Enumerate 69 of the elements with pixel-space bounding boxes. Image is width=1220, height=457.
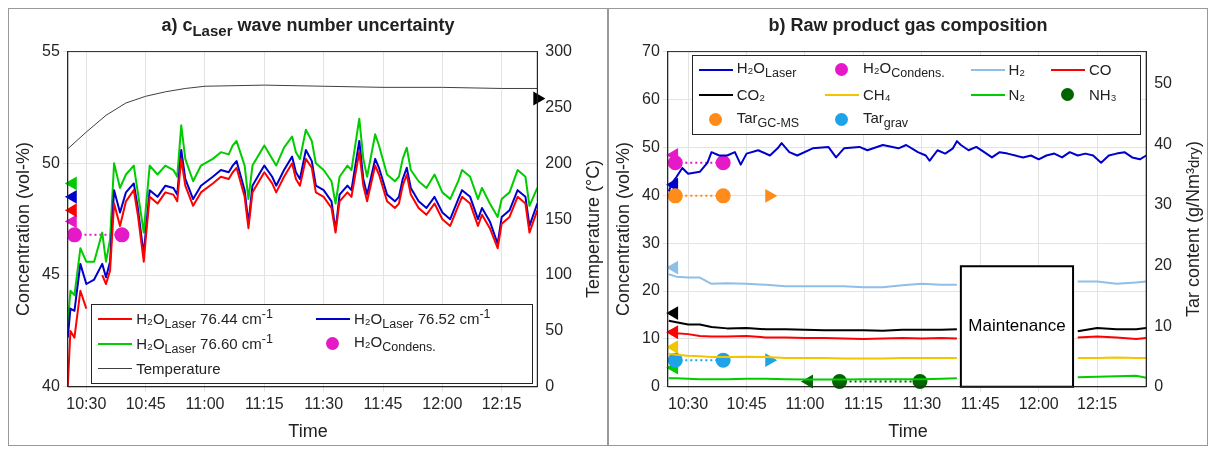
y-tick-label: 50 <box>42 153 60 171</box>
legend-label: CH₄ <box>862 86 891 104</box>
legend-label: N₂ <box>1008 86 1026 104</box>
y-tick-label: 40 <box>42 377 60 395</box>
chart-title: a) c$_{Laser}$ wave number uncertainty <box>160 14 456 39</box>
x-tick-label: 11:15 <box>244 394 284 412</box>
x-tick-label: 12:15 <box>481 394 522 412</box>
y2-tick-label: 10 <box>1154 316 1173 334</box>
point <box>667 306 679 320</box>
y-axis-title: Concentration (vol-%) <box>611 140 634 319</box>
y2-tick-label: 50 <box>545 321 564 339</box>
y-tick-label: 0 <box>650 377 660 395</box>
x-tick-label: 11:15 <box>843 394 883 412</box>
legend-label: H₂O$_{Condens.}$ <box>353 333 436 355</box>
band-label: Maintenance <box>968 316 1066 336</box>
x-axis-title: Time <box>287 420 329 443</box>
x-tick-label: 12:00 <box>1018 394 1059 412</box>
x-tick-label: 10:30 <box>668 394 709 412</box>
legend-label: Tar$_{GC-MS}$ <box>736 109 800 131</box>
point <box>667 340 679 354</box>
y2-tick-label: 0 <box>545 377 555 395</box>
legend-label: Temperature <box>136 360 221 378</box>
point <box>715 155 731 171</box>
legend-label: H₂O$_{Laser}$ 76.60 cm$^{-1}$ <box>136 331 273 356</box>
legend-label: Tar$_{grav}$ <box>862 109 909 131</box>
y-tick-label: 70 <box>642 42 660 60</box>
y-tick-label: 30 <box>642 233 660 251</box>
y2-tick-label: 300 <box>545 42 573 60</box>
y2-axis-title: Temperature (°C) <box>581 158 604 301</box>
y-tick-label: 10 <box>642 329 660 347</box>
x-tick-label: 10:45 <box>125 394 166 412</box>
y-tick-label: 55 <box>42 42 60 60</box>
y-tick-label: 50 <box>642 137 660 155</box>
legend-label: CO <box>1088 61 1112 79</box>
x-tick-label: 12:00 <box>422 394 463 412</box>
legend-label: H₂O$_{Laser}$ 76.52 cm$^{-1}$ <box>353 306 491 331</box>
x-tick-label: 11:30 <box>304 394 344 412</box>
y2-tick-label: 30 <box>1154 195 1173 213</box>
x-axis-title: Time <box>887 420 929 443</box>
y2-tick-label: 250 <box>545 97 573 115</box>
chart-title: b) Raw product gas composition <box>767 14 1049 37</box>
y2-tick-label: 100 <box>545 265 573 283</box>
x-tick-label: 10:45 <box>726 394 767 412</box>
x-tick-label: 11:45 <box>960 394 1000 412</box>
legend-label: H₂O$_{Condens.}$ <box>862 59 945 81</box>
legend-label: NH₃ <box>1088 86 1117 104</box>
x-tick-label: 10:30 <box>66 394 107 412</box>
x-tick-label: 11:00 <box>185 394 225 412</box>
x-tick-label: 11:45 <box>363 394 403 412</box>
y-axis-title: Concentration (vol-%) <box>11 140 34 319</box>
y2-tick-label: 40 <box>1154 134 1173 152</box>
point <box>667 261 679 274</box>
legend-label: H₂ <box>1008 61 1026 79</box>
y-tick-label: 20 <box>642 281 660 299</box>
y-tick-label: 60 <box>642 89 660 107</box>
x-tick-label: 11:30 <box>902 394 942 412</box>
legend-label: H₂O$_{Laser}$ <box>736 59 797 81</box>
y2-tick-label: 0 <box>1154 377 1164 395</box>
y-tick-label: 45 <box>42 265 60 283</box>
legend-label: CO₂ <box>736 86 766 104</box>
y2-tick-label: 50 <box>1154 74 1173 92</box>
x-tick-label: 11:00 <box>785 394 825 412</box>
legend-label: H₂O$_{Laser}$ 76.44 cm$^{-1}$ <box>136 306 273 331</box>
point <box>667 155 683 171</box>
y2-tick-label: 150 <box>545 209 573 227</box>
x-tick-label: 12:15 <box>1077 394 1118 412</box>
y-tick-label: 40 <box>642 185 660 203</box>
y2-tick-label: 200 <box>545 153 573 171</box>
y2-tick-label: 20 <box>1154 255 1173 273</box>
